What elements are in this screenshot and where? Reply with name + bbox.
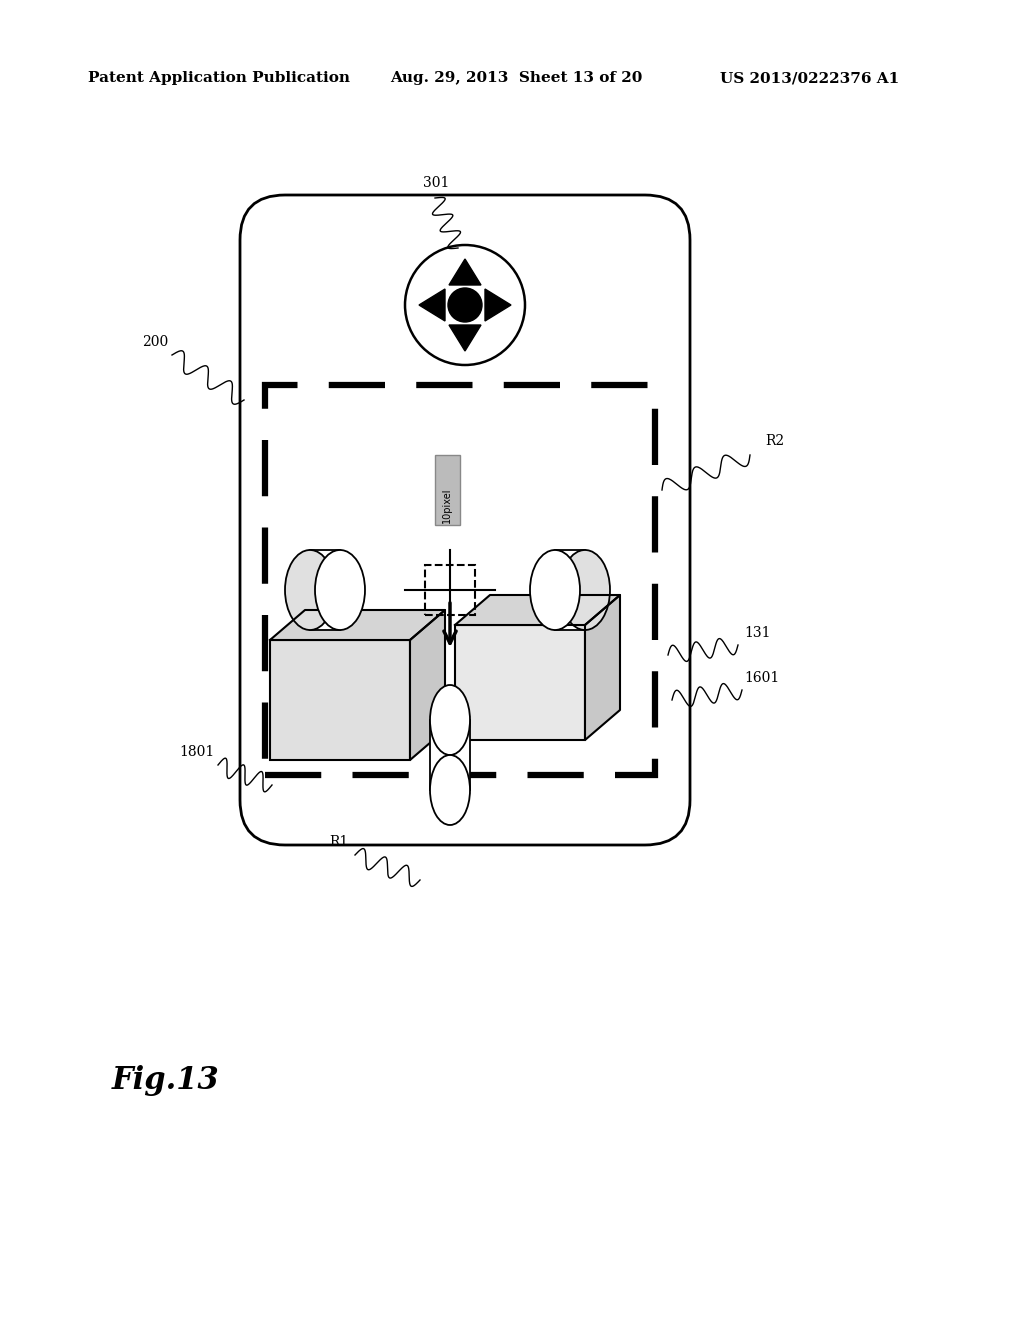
- Text: 10pixel: 10pixel: [442, 487, 452, 523]
- Bar: [310, 550, 340, 630]
- Polygon shape: [410, 610, 445, 760]
- Text: 1801: 1801: [179, 744, 215, 759]
- Text: 301: 301: [423, 176, 450, 190]
- Ellipse shape: [285, 550, 335, 630]
- Circle shape: [449, 288, 482, 322]
- Polygon shape: [270, 610, 445, 640]
- Ellipse shape: [430, 755, 470, 825]
- Polygon shape: [455, 595, 620, 624]
- Polygon shape: [485, 289, 511, 321]
- Text: 131: 131: [744, 626, 771, 640]
- Bar: [555, 550, 585, 630]
- Text: R2: R2: [765, 434, 784, 447]
- Bar: [435, 455, 460, 525]
- Bar: [265, 385, 655, 775]
- FancyBboxPatch shape: [240, 195, 690, 845]
- Bar: [425, 565, 475, 615]
- Polygon shape: [419, 289, 445, 321]
- Text: Aug. 29, 2013  Sheet 13 of 20: Aug. 29, 2013 Sheet 13 of 20: [390, 71, 642, 84]
- Ellipse shape: [315, 550, 365, 630]
- Text: Fig.13: Fig.13: [112, 1064, 220, 1096]
- Text: 200: 200: [142, 335, 168, 348]
- Bar: [455, 624, 585, 741]
- Text: Patent Application Publication: Patent Application Publication: [88, 71, 350, 84]
- Text: 1601: 1601: [744, 671, 779, 685]
- Ellipse shape: [530, 550, 580, 630]
- Polygon shape: [449, 259, 481, 285]
- Bar: [430, 719, 470, 789]
- Text: R1: R1: [330, 836, 348, 849]
- Circle shape: [406, 246, 525, 366]
- Ellipse shape: [560, 550, 610, 630]
- Polygon shape: [585, 595, 620, 741]
- Polygon shape: [449, 325, 481, 351]
- Bar: [270, 640, 410, 760]
- Ellipse shape: [430, 685, 470, 755]
- Text: US 2013/0222376 A1: US 2013/0222376 A1: [720, 71, 899, 84]
